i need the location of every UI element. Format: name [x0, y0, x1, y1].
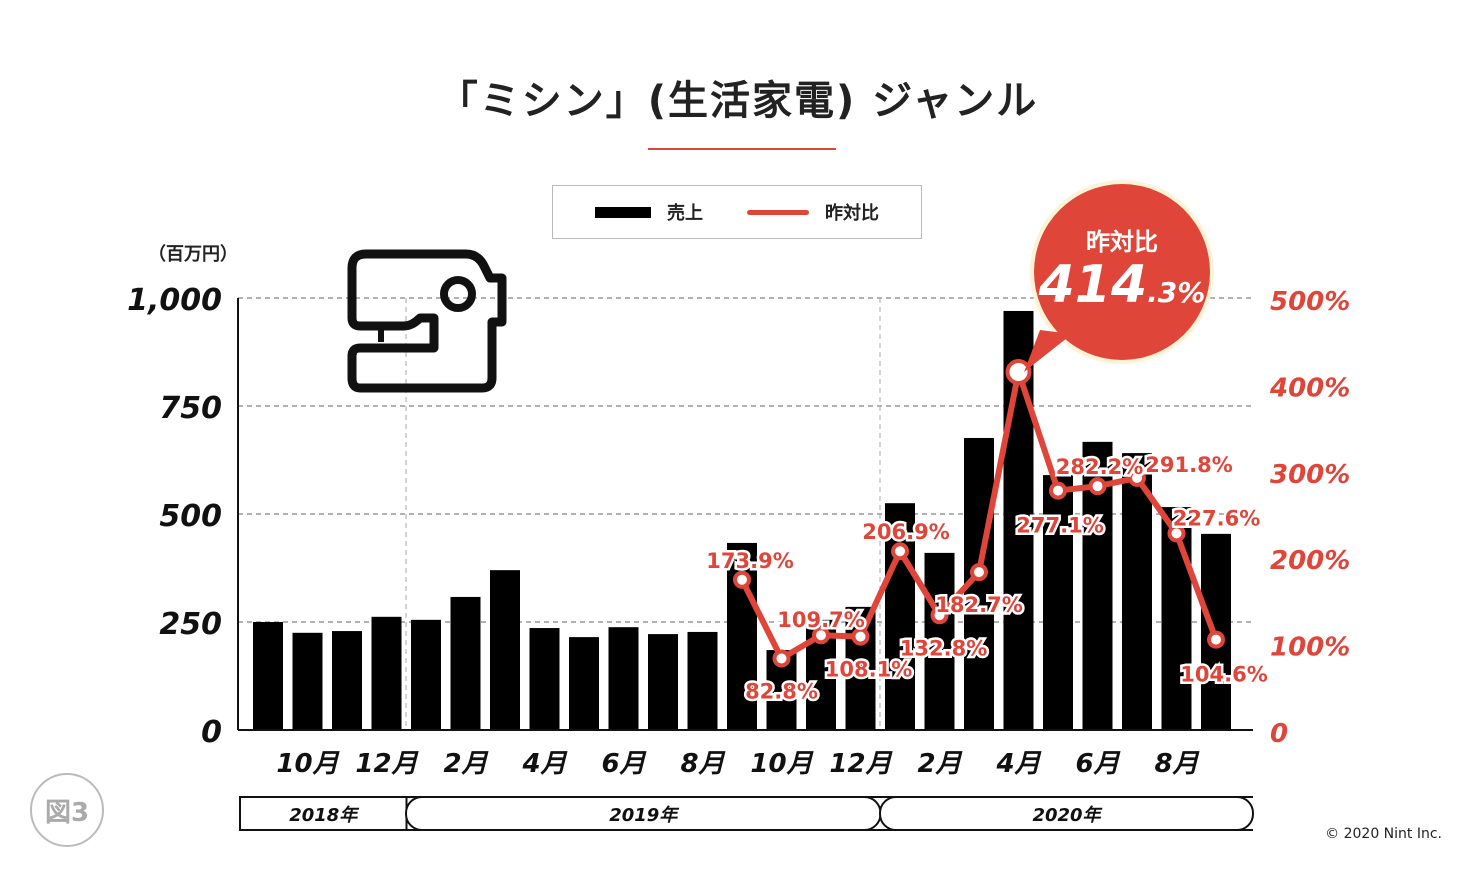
sales-bar [1122, 453, 1152, 730]
right-tick-label: 100% [1270, 633, 1350, 663]
yoy-point [733, 570, 751, 589]
yoy-data-label: 282.2% [1056, 455, 1143, 479]
chart-title: 「ミシン」(生活家電) ジャンル [437, 78, 1039, 124]
callout-value-decimal: .3% [1147, 276, 1206, 309]
month-tick-label: 10月 [276, 749, 340, 779]
sales-bar [292, 632, 323, 730]
legend: 売上 昨対比 [552, 185, 922, 239]
yoy-point [1005, 359, 1032, 386]
sales-bar [1043, 475, 1073, 730]
left-tick-label: 1,000 [127, 283, 222, 318]
sales-bar [411, 619, 441, 730]
yoy-data-label: 277.1% [1016, 514, 1103, 538]
month-tick-label: 12月 [829, 749, 893, 779]
callout-label: 昨対比 [1086, 228, 1158, 256]
sales-bar [1161, 507, 1192, 730]
month-tick-label: 6月 [601, 749, 647, 779]
left-tick-label: 500 [159, 499, 222, 534]
yoy-data-label: 291.8% [1145, 453, 1232, 477]
yoy-peak-callout: 昨対比 414.3% [1034, 184, 1210, 360]
legend-item-yoy: 昨対比 [747, 199, 879, 225]
y-axis-unit: （百万円） [148, 244, 238, 265]
yoy-point [1167, 524, 1186, 543]
yoy-data-label: 206.9% [862, 520, 949, 544]
sales-bar [608, 627, 639, 730]
yoy-point [1128, 468, 1146, 487]
yoy-data-label: 82.8% [745, 679, 818, 703]
callout-pointer [1024, 330, 1072, 372]
yoy-point [1088, 477, 1107, 496]
legend-swatch-bar [595, 206, 651, 218]
sales-bar [845, 606, 876, 730]
yoy-point [891, 542, 909, 561]
month-tick-label: 8月 [680, 749, 726, 779]
yoy-point [1207, 630, 1225, 649]
sales-bar [569, 637, 599, 730]
month-tick-label: 12月 [355, 749, 419, 779]
year-label: 2018年 [289, 805, 360, 826]
sales-bar [529, 628, 560, 730]
yoy-data-label: 109.7% [777, 608, 864, 632]
legend-label-yoy: 昨対比 [825, 203, 879, 224]
month-tick-label: 6月 [1075, 749, 1121, 779]
yoy-point [930, 606, 949, 625]
month-tick-label: 4月 [521, 749, 568, 779]
year-band [879, 796, 1254, 831]
right-tick-label: 200% [1270, 546, 1350, 576]
legend-item-sales: 売上 [595, 199, 703, 225]
month-tick-label: 8月 [1154, 749, 1200, 779]
right-tick-label: 500% [1270, 287, 1350, 317]
yoy-point [851, 627, 870, 646]
sales-bar [924, 552, 955, 730]
sales-bar [371, 616, 402, 730]
sewing-machine-icon [347, 249, 507, 393]
left-tick-label: 750 [159, 391, 222, 426]
sales-bar [253, 622, 283, 730]
sales-bar [450, 596, 481, 730]
yoy-point [1049, 481, 1067, 500]
yoy-data-label: 132.8% [900, 636, 987, 660]
year-label: 2019年 [609, 805, 680, 826]
sales-bar [885, 503, 915, 730]
copyright: © 2020 Nint Inc. [1325, 826, 1442, 842]
yoy-data-label: 182.7% [935, 593, 1022, 617]
sales-bar [648, 634, 678, 730]
yoy-point [772, 649, 791, 668]
yoy-data-label: 227.6% [1173, 506, 1260, 530]
month-tick-label: 4月 [995, 749, 1042, 779]
sales-bar [490, 570, 520, 730]
figure-number-badge: 図3 [30, 773, 104, 847]
left-tick-label: 250 [159, 607, 222, 642]
month-tick-label: 2月 [443, 749, 489, 779]
month-tick-label: 10月 [750, 749, 814, 779]
legend-label-sales: 売上 [667, 203, 703, 224]
legend-swatch-line [747, 209, 809, 215]
yoy-data-label: 173.9% [706, 549, 793, 573]
right-tick-label: 0 [1270, 719, 1288, 749]
right-tick-label: 400% [1269, 373, 1350, 403]
callout-value-main: 414 [1038, 255, 1148, 315]
yoy-point [970, 563, 988, 582]
sales-bar [687, 631, 718, 730]
year-label: 2020年 [1032, 805, 1103, 826]
left-tick-label: 0 [201, 715, 222, 750]
yoy-data-label: 104.6% [1180, 663, 1267, 687]
yoy-point [812, 626, 830, 645]
yoy-data-label: 108.1% [825, 658, 912, 682]
callout-value: 414.3% [1034, 257, 1210, 321]
right-tick-label: 300% [1270, 460, 1350, 490]
title-underline [648, 148, 836, 150]
month-tick-label: 2月 [917, 749, 963, 779]
sales-bar [332, 631, 362, 730]
